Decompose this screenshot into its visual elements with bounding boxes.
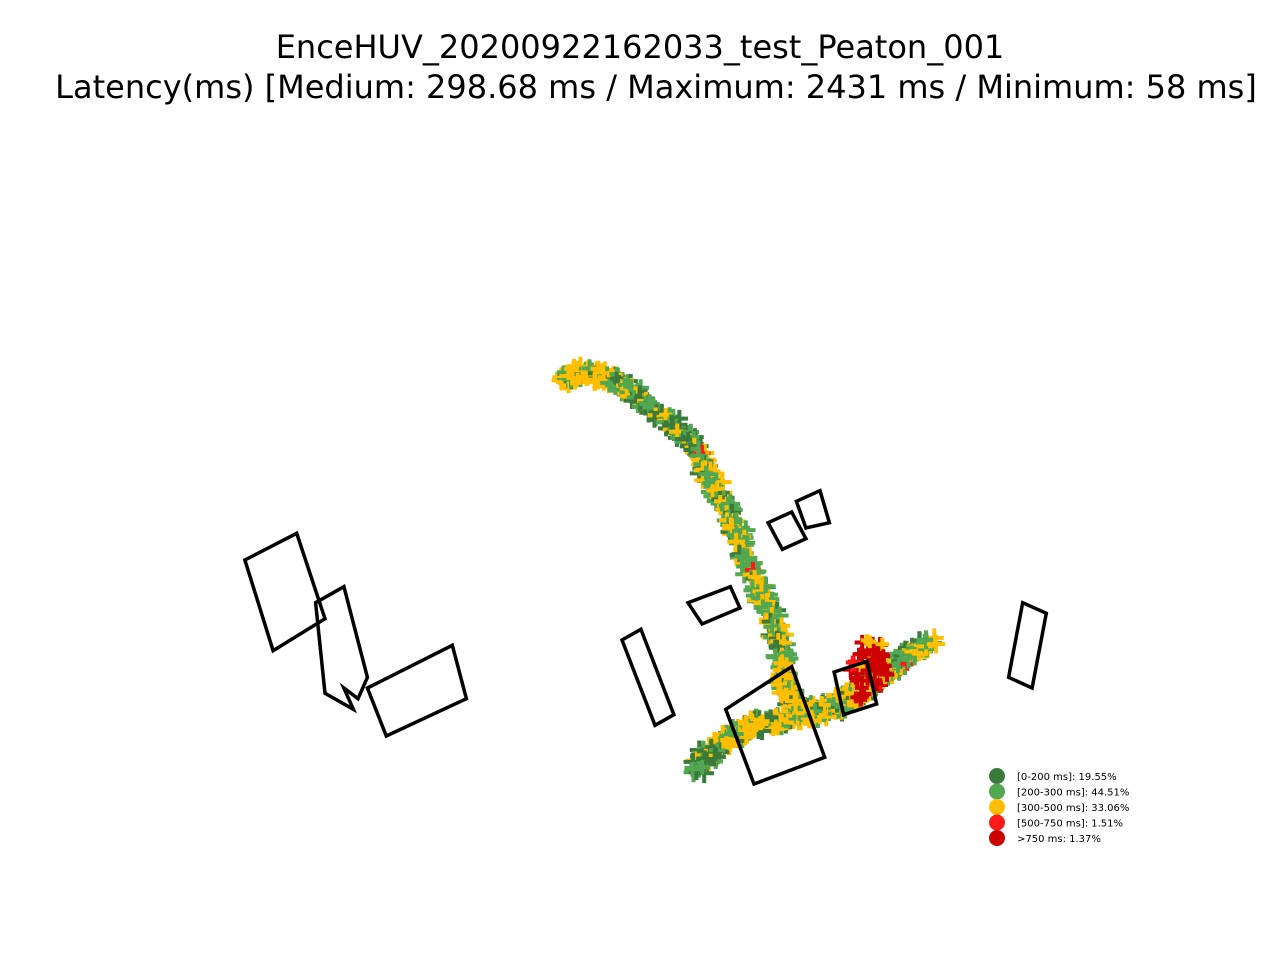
building-outline — [619, 626, 677, 728]
chart-subtitle: Latency(ms) [Medium: 298.68 ms / Maximum… — [55, 68, 1257, 106]
legend-marker — [989, 814, 1005, 831]
legend-marker — [989, 783, 1005, 800]
legend-label: >750 ms: 1.37% — [1017, 834, 1101, 845]
building-outline — [1006, 600, 1049, 691]
building-outline — [765, 509, 809, 552]
legend: [0-200 ms]: 19.55% [200-300 ms]: 44.51% [3… — [989, 768, 1129, 846]
trajectory-point — [857, 651, 868, 663]
legend-label: [200-300 ms]: 44.51% — [1017, 788, 1129, 799]
legend-marker — [989, 768, 1005, 784]
trajectory-point — [849, 670, 863, 685]
trajectory-point — [684, 761, 701, 777]
legend-marker — [989, 830, 1005, 846]
legend-label: [300-500 ms]: 33.06% — [1017, 803, 1129, 814]
trajectory-point — [919, 632, 934, 647]
building-outline — [723, 664, 827, 787]
trajectory-point — [860, 634, 874, 647]
trajectory-point — [875, 637, 890, 652]
trajectory-point — [706, 484, 720, 497]
building-outline — [685, 584, 743, 627]
buildings-layer — [242, 488, 1049, 787]
legend-label: [500-750 ms]: 1.51% — [1017, 819, 1123, 830]
trajectory-point — [926, 634, 946, 654]
legend-label: [0-200 ms]: 19.55% — [1017, 772, 1117, 783]
trajectory-point — [698, 465, 715, 483]
trajectory-points-layer — [551, 356, 946, 784]
chart-title: EnceHUV_20200922162033_test_Peaton_001 — [275, 28, 1005, 66]
trajectory-point — [876, 649, 891, 663]
trajectory-point — [876, 663, 888, 675]
building-outline — [313, 584, 370, 714]
building-outline — [365, 642, 469, 739]
building-outline — [832, 659, 879, 717]
building-outline — [242, 530, 328, 654]
trajectory-point — [855, 681, 869, 695]
building-outline — [794, 488, 832, 531]
trajectory-point — [694, 759, 710, 775]
legend-marker — [989, 799, 1005, 815]
